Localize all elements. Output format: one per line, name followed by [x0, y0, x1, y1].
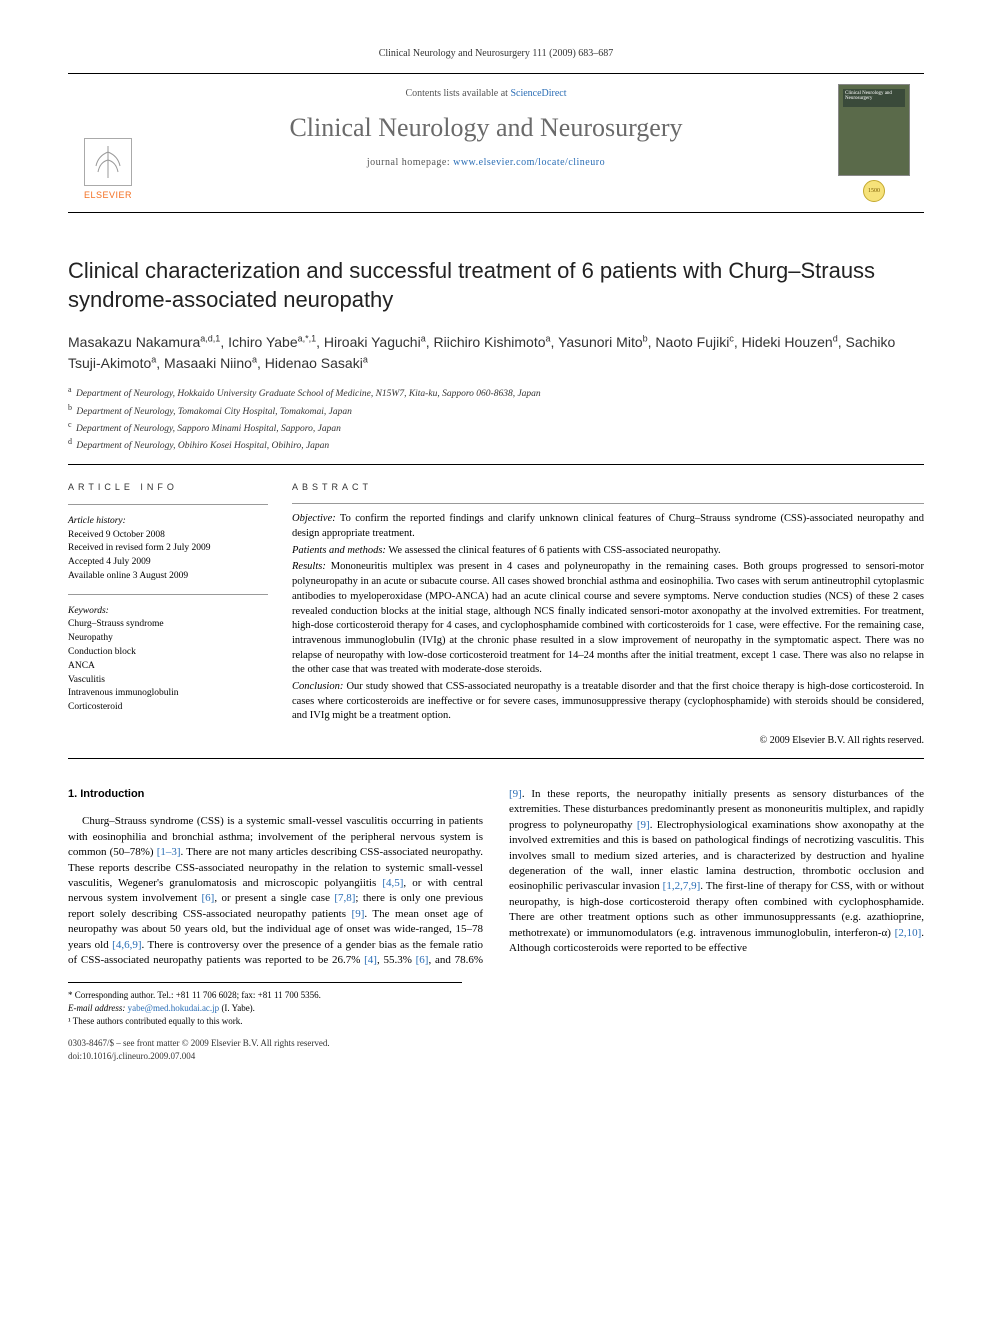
- journal-name: Clinical Neurology and Neurosurgery: [160, 113, 812, 143]
- abstract-copyright: © 2009 Elsevier B.V. All rights reserved…: [292, 734, 924, 748]
- running-head: Clinical Neurology and Neurosurgery 111 …: [68, 48, 924, 59]
- article-info-heading: article info: [68, 481, 268, 494]
- email-link[interactable]: yabe@med.hokudai.ac.jp: [128, 1003, 220, 1013]
- abstract-column: abstract Objective: To confirm the repor…: [292, 475, 924, 748]
- corresponding-author: * Corresponding author. Tel.: +81 11 706…: [68, 989, 462, 1002]
- journal-cover-thumbnail: Clinical Neurology and Neurosurgery: [838, 84, 910, 176]
- email-person: (I. Yabe).: [221, 1003, 255, 1013]
- contents-prefix: Contents lists available at: [405, 88, 510, 99]
- journal-homepage-line: journal homepage: www.elsevier.com/locat…: [160, 157, 812, 168]
- email-label: E-mail address:: [68, 1003, 125, 1013]
- journal-masthead: ELSEVIER Contents lists available at Sci…: [68, 73, 924, 213]
- affiliations: a Department of Neurology, Hokkaido Univ…: [68, 384, 924, 454]
- intro-paragraph: Churg–Strauss syndrome (CSS) is a system…: [68, 787, 924, 968]
- contents-available-line: Contents lists available at ScienceDirec…: [160, 88, 812, 99]
- section-heading-intro: 1. Introduction: [68, 787, 483, 802]
- doi-line: doi:10.1016/j.clineuro.2009.07.004: [68, 1050, 924, 1063]
- publisher-block: ELSEVIER: [68, 82, 148, 204]
- page-footer: 0303-8467/$ – see front matter © 2009 El…: [68, 1037, 924, 1062]
- article-info-column: article info Article history: Received 9…: [68, 475, 268, 748]
- sciencedirect-link[interactable]: ScienceDirect: [510, 88, 566, 99]
- footnotes: * Corresponding author. Tel.: +81 11 706…: [68, 982, 462, 1027]
- front-matter-line: 0303-8467/$ – see front matter © 2009 El…: [68, 1037, 924, 1050]
- elsevier-tree-icon: [84, 138, 132, 186]
- divider: [68, 464, 924, 465]
- badge-1500-icon: 1500: [863, 180, 885, 202]
- abstract-heading: abstract: [292, 481, 924, 494]
- homepage-prefix: journal homepage:: [367, 157, 453, 168]
- keywords-list: Churg–Strauss syndromeNeuropathyConducti…: [68, 618, 268, 714]
- history-label: Article history:: [68, 515, 268, 529]
- divider: [68, 758, 924, 759]
- equal-contribution-note: ¹ These authors contributed equally to t…: [68, 1015, 462, 1028]
- author-list: Masakazu Nakamuraa,d,1, Ichiro Yabea,*,1…: [68, 332, 924, 374]
- keywords-label: Keywords:: [68, 605, 268, 619]
- article-body: 1. Introduction Churg–Strauss syndrome (…: [68, 787, 924, 968]
- corresponding-email-line: E-mail address: yabe@med.hokudai.ac.jp (…: [68, 1002, 462, 1015]
- article-history: Received 9 October 2008Received in revis…: [68, 529, 268, 584]
- journal-homepage-link[interactable]: www.elsevier.com/locate/clineuro: [453, 157, 605, 168]
- article-title: Clinical characterization and successful…: [68, 257, 924, 314]
- publisher-label: ELSEVIER: [84, 190, 132, 200]
